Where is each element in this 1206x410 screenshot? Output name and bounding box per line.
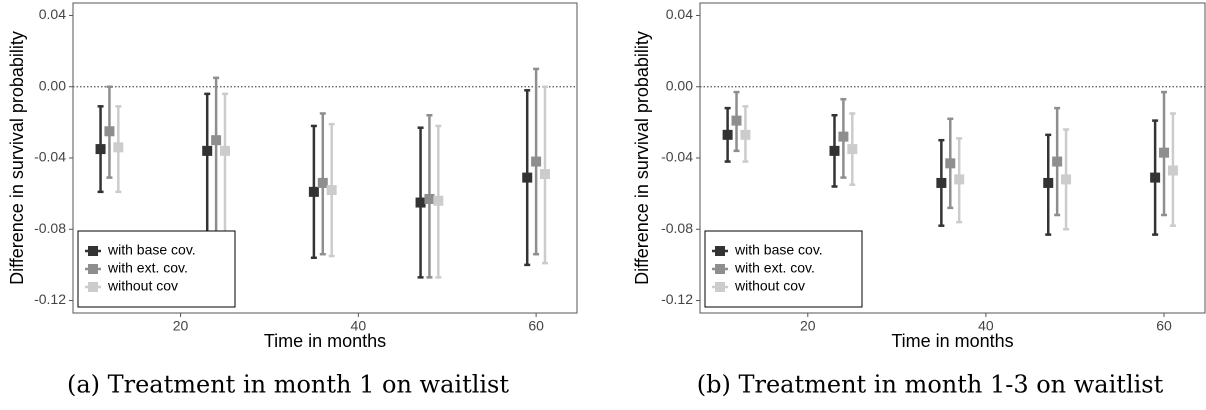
point (838, 131, 849, 142)
point (1043, 177, 1054, 188)
point (531, 156, 542, 167)
x-tick-label: 60 (1156, 318, 1172, 334)
y-tick-label: -0.08 (661, 220, 693, 236)
y-tick-label: 0.04 (39, 6, 66, 22)
point (540, 169, 550, 180)
x-tick-label: 40 (351, 318, 367, 334)
point (945, 158, 956, 169)
y-tick-label: -0.04 (661, 149, 693, 165)
point (95, 144, 106, 155)
legend-label: with ext. cov. (107, 260, 188, 276)
point (424, 193, 435, 204)
y-tick-label: -0.04 (34, 149, 66, 165)
legend-label: without cov (734, 278, 805, 294)
y-tick-label: -0.08 (34, 220, 66, 236)
y-tick-label: 0.00 (666, 77, 693, 93)
point (308, 186, 319, 197)
point (731, 115, 742, 126)
point (433, 195, 444, 206)
point (211, 135, 222, 146)
point (522, 172, 533, 183)
y-axis-title: Difference in survival probability (7, 31, 27, 285)
x-axis-title: Time in months (891, 331, 1013, 351)
caption: (a) Treatment in month 1 on waitlist (67, 371, 509, 399)
x-axis-title: Time in months (264, 331, 386, 351)
x-tick-label: 40 (978, 318, 994, 334)
point (847, 144, 858, 155)
point (415, 197, 426, 208)
point (1150, 172, 1161, 183)
point (326, 185, 337, 196)
point (740, 129, 751, 140)
point (722, 129, 733, 140)
point (113, 142, 124, 153)
x-tick-label: 20 (800, 318, 816, 334)
point (220, 145, 230, 156)
legend-label: with base cov. (107, 242, 196, 258)
legend-label: without cov (107, 278, 178, 294)
y-axis-title: Difference in survival probability (632, 31, 652, 285)
point (202, 145, 213, 156)
point (104, 126, 115, 137)
point (829, 145, 840, 156)
y-tick-label: -0.12 (661, 291, 693, 307)
caption: (b) Treatment in month 1-3 on waitlist (697, 371, 1164, 399)
legend-label: with base cov. (734, 242, 823, 258)
point (1061, 174, 1072, 185)
y-tick-label: 0.04 (666, 6, 693, 22)
y-tick-label: 0.00 (39, 77, 66, 93)
legend-box (704, 230, 863, 308)
point (1159, 147, 1170, 158)
point (1167, 165, 1178, 176)
point (936, 177, 947, 188)
point (1052, 156, 1063, 167)
legend-box (77, 230, 236, 308)
x-tick-label: 60 (528, 318, 544, 334)
point (317, 177, 328, 188)
x-tick-label: 20 (173, 318, 189, 334)
legend-label: with ext. cov. (734, 260, 815, 276)
y-tick-label: -0.12 (34, 291, 66, 307)
point (954, 174, 965, 185)
